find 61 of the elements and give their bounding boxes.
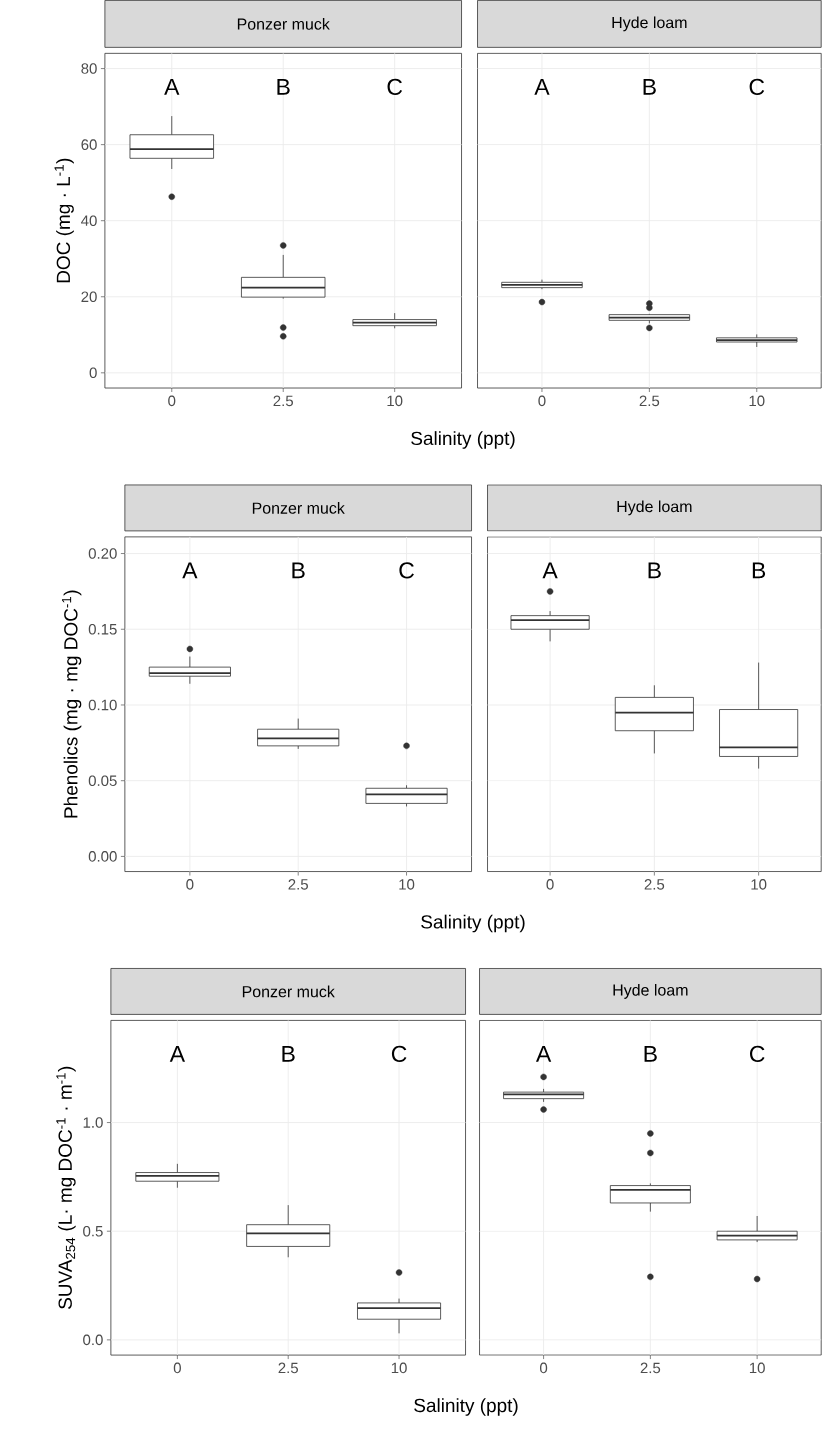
x-tick-label: 10 (399, 879, 415, 890)
chart-title: Hyde loam (613, 983, 688, 999)
y-tick-label: 60 (81, 139, 97, 150)
annotation: A (182, 562, 198, 579)
chart-title: Ponzer muck (242, 985, 335, 998)
annotation: A (535, 1045, 552, 1062)
y-axis-title: Phenolics (mg · mg DOC$^{-1}$) (61, 590, 82, 818)
y-tick-label: 0.0 (83, 1334, 103, 1346)
annotation: B (643, 78, 656, 95)
annotation: C (387, 78, 403, 95)
x-tick-label: 2.5 (640, 1362, 661, 1374)
annotation: A (534, 78, 550, 95)
x-tick-label: 10 (391, 1362, 407, 1374)
chart-title: Hyde loam (617, 500, 692, 516)
x-tick-label: 0 (546, 879, 554, 890)
x-tick-label: 2.5 (273, 395, 293, 407)
annotation: C (749, 78, 765, 95)
y-tick-label: 0.20 (88, 548, 117, 559)
y-tick-label: 0.5 (83, 1225, 103, 1237)
y-tick-label: 20 (81, 291, 97, 303)
x-tick-label: 2.5 (644, 879, 665, 890)
x-tick-label: 10 (387, 395, 403, 407)
chart-title: Ponzer muck (252, 502, 345, 514)
x-tick-label: 2.5 (278, 1362, 298, 1374)
x-axis-title: Salinity (ppt) (414, 1398, 518, 1416)
y-tick-label: 0 (89, 367, 97, 379)
x-tick-label: 10 (749, 395, 765, 407)
y-tick-label: 40 (80, 215, 97, 226)
annotation: B (644, 1045, 657, 1062)
x-tick-label: 0 (539, 1362, 548, 1374)
y-tick-label: 0.10 (88, 699, 117, 711)
x-tick-label: 2.5 (639, 395, 660, 407)
y-tick-label: 0.15 (88, 623, 117, 635)
x-tick-label: 10 (751, 879, 767, 890)
annotation: A (169, 1045, 185, 1062)
x-axis-title: Salinity (ppt) (411, 431, 515, 449)
annotation: B (292, 562, 305, 579)
annotation: C (749, 1045, 765, 1063)
annotation: A (164, 78, 180, 95)
x-axis-title: Salinity (ppt) (421, 914, 525, 933)
x-tick-label: 2.5 (288, 879, 308, 890)
chart-title: Ponzer muck (237, 18, 330, 30)
x-tick-label: 0 (173, 1362, 181, 1374)
x-tick-label: 10 (749, 1362, 765, 1374)
y-axis-title: DOC (mg · L$^{-1}$) (54, 158, 74, 283)
y-tick-label: 1.0 (83, 1117, 103, 1128)
y-tick-label: 0.05 (88, 775, 117, 786)
chart-title: Hyde loam (612, 16, 687, 32)
annotation: A (542, 562, 558, 579)
annotation: C (399, 562, 414, 579)
annotation: B (752, 562, 765, 579)
y-tick-label: 0.00 (88, 851, 117, 862)
x-tick-label: 0 (538, 395, 546, 407)
annotation: B (648, 562, 661, 579)
y-tick-label: 80 (81, 63, 97, 74)
x-tick-label: 0 (186, 879, 194, 890)
annotation: C (391, 1045, 407, 1063)
annotation: B (282, 1045, 295, 1062)
annotation: B (277, 78, 290, 95)
x-tick-label: 0 (168, 395, 176, 407)
y-axis-title: SUVA$_{254}$ (L· mg DOC$^{-1}$ · m$^{-1}$) (56, 1066, 76, 1309)
